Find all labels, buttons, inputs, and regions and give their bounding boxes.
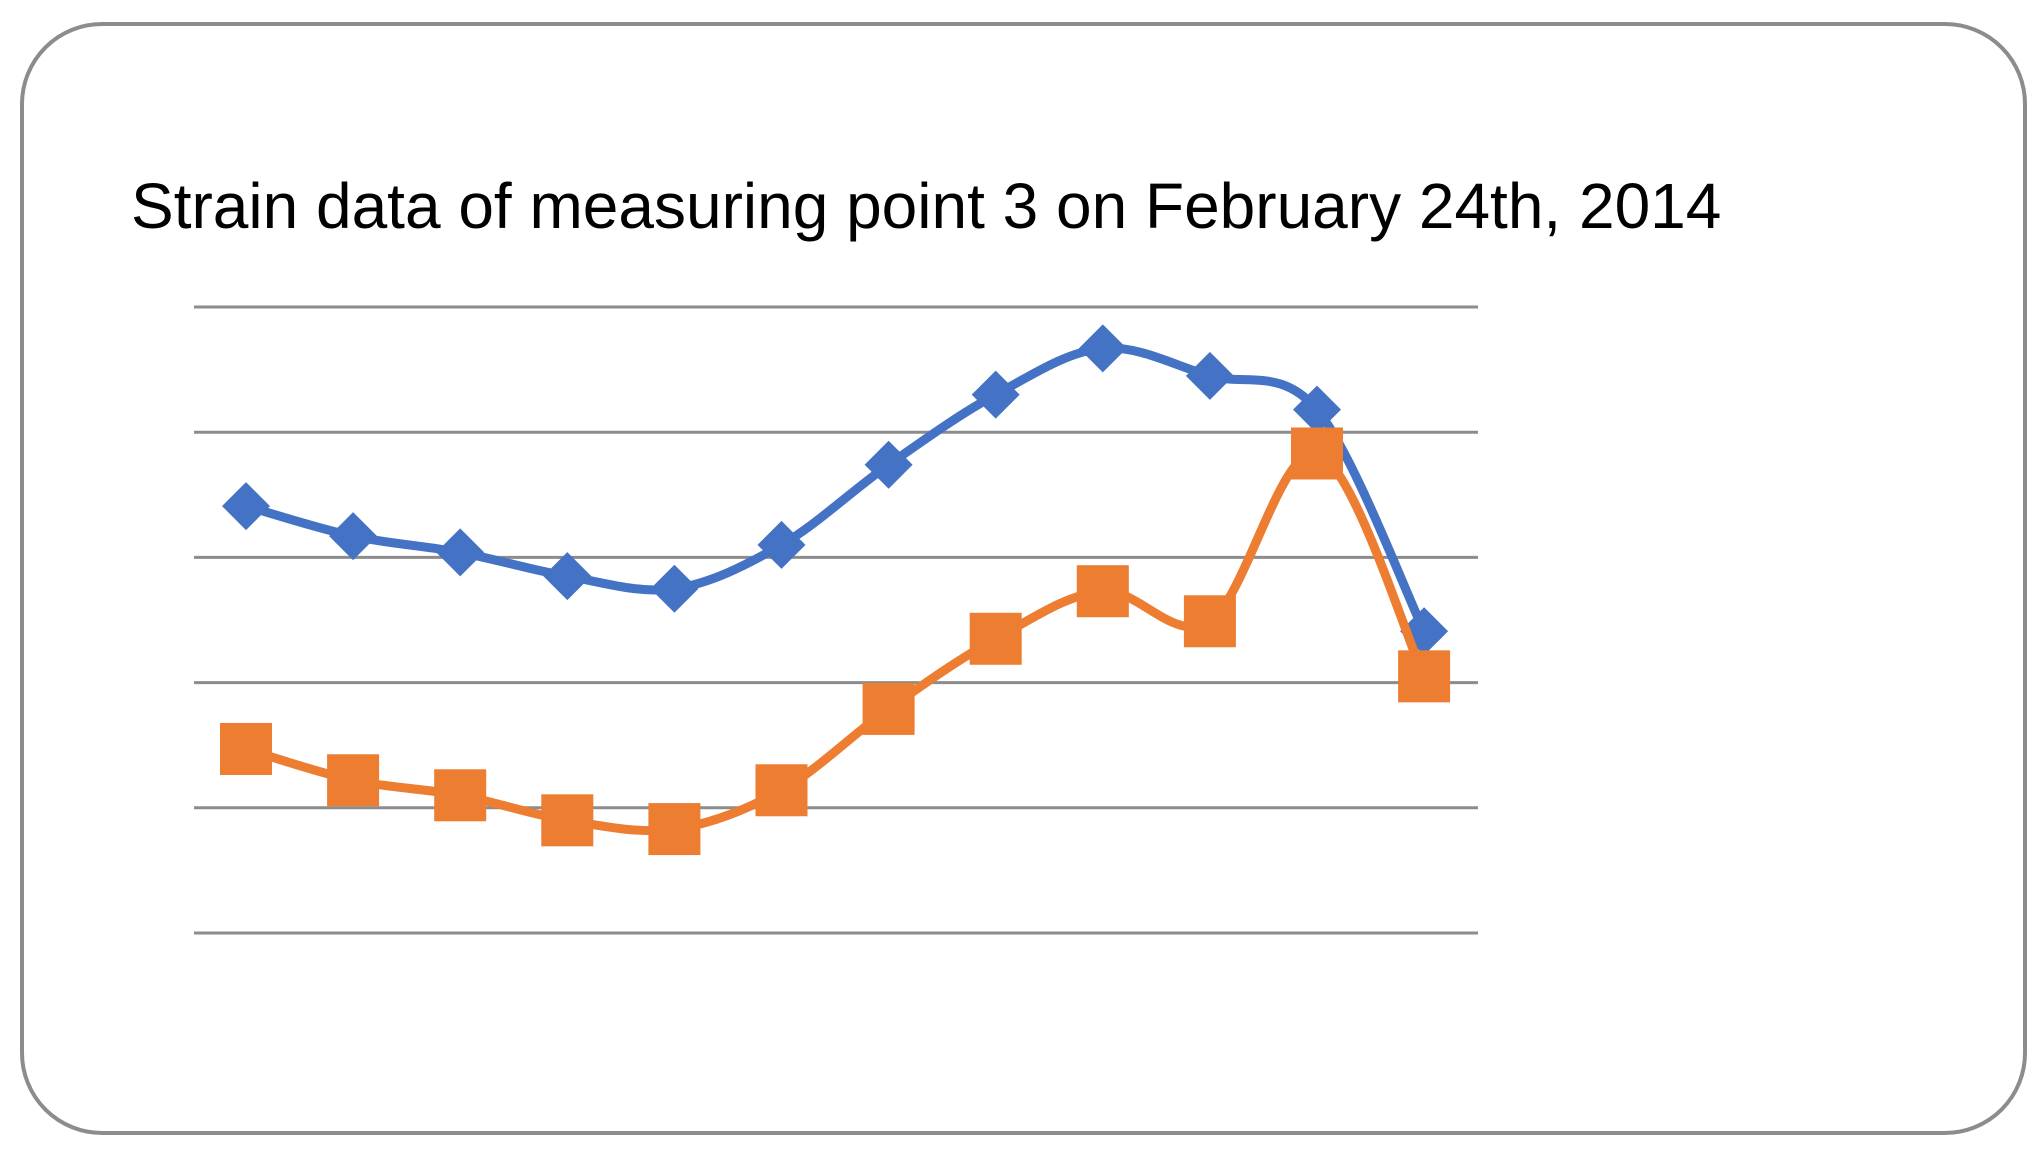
diamond-marker [222,482,270,531]
square-marker [1398,650,1451,703]
square-marker [969,612,1022,665]
card-frame [20,22,2027,1135]
square-marker [862,682,915,735]
square-marker [541,794,594,847]
diamond-marker [757,520,806,569]
square-marker [755,764,808,817]
square-marker [648,803,701,856]
diamond-marker [1078,324,1127,373]
chart-title: Strain data of measuring point 3 on Febr… [131,170,1722,242]
square-marker [1291,427,1343,480]
diamond-marker [1293,385,1341,434]
square-marker [220,722,272,775]
diamond-marker [971,370,1020,419]
square-marker [1076,565,1129,618]
square-marker [434,769,487,822]
square-marker [327,754,380,807]
diamond-marker [650,564,699,613]
diamond-marker [864,440,913,489]
diamond-marker [543,552,592,601]
square-marker [1183,595,1236,648]
diamond-marker [329,512,378,561]
diamond-marker [436,528,485,577]
diamond-marker [1185,351,1234,400]
